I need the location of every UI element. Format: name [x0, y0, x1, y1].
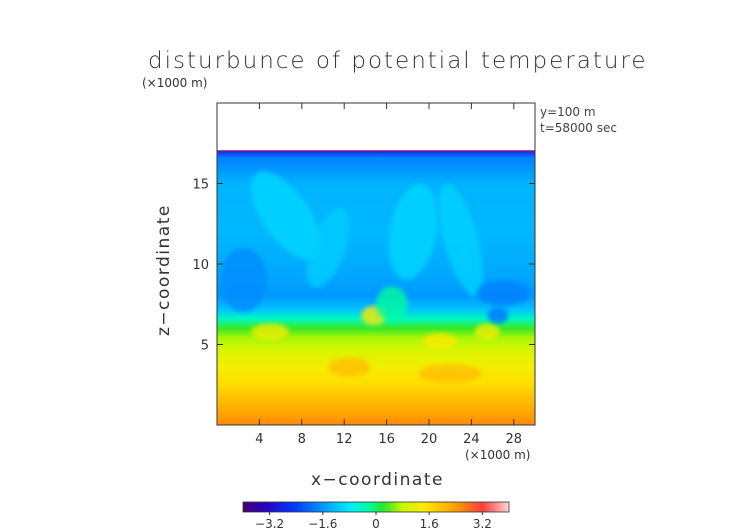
heatmap-eddy-1: [306, 208, 350, 288]
heatmap-eddy-4: [220, 247, 267, 313]
heatmap-field: [217, 150, 535, 425]
colorbar-tick-label: 3.2: [473, 517, 492, 531]
annotation-y-position: y=100 m: [540, 105, 596, 119]
heatmap-eddy-2: [388, 184, 438, 280]
colorbar-tick-label: 0: [372, 517, 380, 531]
x-axis-label: x−coordinate: [311, 470, 444, 490]
y-tick-label: 10: [192, 258, 209, 273]
heatmap-eddy-3: [438, 183, 484, 297]
x-tick-label: 20: [421, 432, 438, 447]
x-tick-label: 28: [506, 432, 523, 447]
heatmap-eddy-7: [376, 286, 408, 322]
heatmap-eddy-11: [328, 357, 371, 377]
x-tick-label: 8: [298, 432, 306, 447]
heatmap-eddy-9: [422, 333, 457, 350]
y-axis-label: z−coordinate: [154, 204, 174, 336]
annotation-time: t=58000 sec: [540, 121, 617, 135]
colorbar-tick-label: 1.6: [420, 517, 439, 531]
y-tick-label: 5: [201, 339, 209, 354]
x-tick-label: 12: [336, 432, 353, 447]
colorbar-tick-label: −1.6: [308, 517, 337, 531]
x-tick-label: 24: [463, 432, 480, 447]
colorbar: [242, 501, 510, 513]
heatmap-eddy-12: [418, 363, 483, 384]
x-tick-label: 16: [378, 432, 395, 447]
heatmap-eddy-5: [476, 280, 530, 306]
chart-title: disturbunce of potential temperature: [148, 48, 648, 74]
y-tick-label: 15: [192, 178, 209, 193]
y-axis-unit: (×1000 m): [142, 76, 208, 90]
heatmap-eddy-10: [474, 323, 501, 340]
x-axis-unit: (×1000 m): [465, 448, 531, 462]
heatmap-eddy-13: [487, 307, 509, 324]
heatmap-eddy-8: [250, 323, 290, 340]
colorbar-tick-label: −3.2: [255, 517, 284, 531]
heatmap-eddy-0: [250, 171, 322, 260]
x-tick-label: 4: [255, 432, 263, 447]
